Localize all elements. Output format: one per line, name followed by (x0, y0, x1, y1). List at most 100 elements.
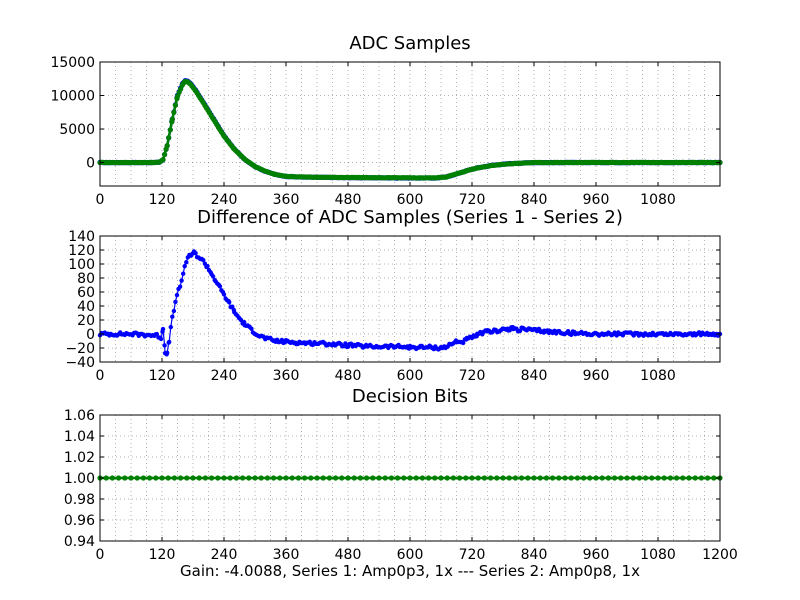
x-tick-label: 360 (273, 192, 300, 208)
data-point (574, 475, 581, 481)
data-point (593, 475, 599, 481)
y-tick-label: 60 (77, 285, 95, 301)
data-point (525, 475, 531, 481)
data-point (388, 475, 394, 481)
y-tick-label: 1.02 (64, 450, 95, 466)
x-tick-label: 0 (96, 192, 105, 208)
data-point (308, 475, 314, 481)
data-point (457, 475, 463, 481)
data-point (160, 326, 166, 332)
data-point (233, 475, 239, 481)
data-point (147, 475, 153, 481)
data-point (531, 475, 537, 481)
data-point (181, 271, 186, 276)
y-tick-label: 0 (86, 327, 95, 343)
series-markers (97, 475, 723, 481)
y-tick-label: 120 (68, 243, 95, 259)
data-point (488, 475, 494, 481)
data-point (202, 475, 208, 481)
data-point (537, 475, 543, 481)
data-point (599, 475, 605, 481)
data-point (159, 475, 165, 481)
data-point (314, 475, 320, 481)
y-tick-label: 15000 (50, 55, 95, 71)
y-tick-label: 5000 (59, 122, 95, 138)
data-point (500, 475, 506, 481)
data-point (605, 475, 612, 481)
data-point (543, 475, 550, 481)
chart-panel-1: 0 120 240 360 480 600 720 840 960 1080 0 5000 10000 1… (50, 33, 723, 208)
x-tick-label: 240 (211, 192, 238, 208)
data-point (289, 475, 295, 481)
data-point (258, 475, 264, 481)
x-tick-label: 1080 (640, 547, 676, 563)
x-tick-label: 1080 (640, 192, 676, 208)
data-point (252, 475, 258, 481)
data-point (165, 350, 170, 355)
data-point (512, 475, 519, 481)
data-point (179, 278, 184, 283)
y-tick-label: 140 (68, 229, 95, 245)
data-point (461, 340, 466, 346)
y-tick-label: 0.98 (64, 492, 95, 508)
x-tick-label: 720 (459, 368, 486, 384)
x-tick-label: 720 (459, 192, 486, 208)
plot-area (100, 62, 720, 186)
data-point (134, 475, 140, 481)
data-point (221, 292, 227, 297)
data-point (174, 292, 180, 298)
data-point (249, 326, 254, 331)
x-tick-label: 360 (273, 368, 300, 384)
data-point (193, 251, 198, 256)
y-tick-label: 20 (77, 313, 95, 329)
data-point (178, 475, 184, 481)
x-tick-label: 360 (273, 547, 300, 563)
y-tick-label: 1.00 (64, 471, 95, 487)
chart-title: ADC Samples (349, 33, 470, 54)
x-tick-label: 600 (397, 368, 424, 384)
data-point (209, 475, 215, 481)
data-point (227, 475, 233, 481)
data-point (674, 475, 680, 481)
data-point (172, 102, 178, 108)
y-tick-label: 100 (68, 257, 95, 273)
data-point (581, 475, 587, 481)
data-point (116, 475, 122, 481)
chart-panel-3: 0 120 240 360 480 600 720 840 960 1080 1200 0.94 0.9… (64, 386, 738, 563)
x-tick-label: 840 (521, 368, 548, 384)
data-point (587, 475, 593, 481)
data-point (550, 475, 556, 481)
data-point (333, 475, 339, 481)
data-point (170, 314, 175, 319)
data-point (481, 475, 487, 481)
y-tick-label: 0.94 (64, 534, 95, 550)
series-markers (97, 78, 723, 181)
x-tick-label: 120 (149, 368, 176, 384)
data-point (215, 475, 221, 481)
x-tick-label: 120 (149, 192, 176, 208)
data-point (624, 475, 630, 481)
data-point (612, 475, 618, 481)
data-point (302, 475, 308, 481)
data-point (168, 324, 173, 330)
data-point (210, 274, 216, 279)
y-tick-label: 0.96 (64, 513, 95, 529)
data-point (182, 264, 187, 269)
data-point (160, 157, 166, 163)
x-tick-label: 0 (96, 547, 105, 563)
data-point (171, 109, 177, 115)
data-point (618, 475, 624, 481)
chart-title: Decision Bits (352, 386, 468, 407)
data-point (283, 475, 289, 481)
data-point (686, 475, 692, 481)
data-point (357, 475, 363, 481)
data-point (426, 475, 432, 481)
data-point (339, 475, 345, 481)
data-point (140, 475, 146, 481)
x-tick-label: 600 (397, 192, 424, 208)
data-point (506, 475, 512, 481)
data-point (217, 284, 223, 289)
data-point (568, 475, 574, 481)
data-point (109, 475, 115, 481)
